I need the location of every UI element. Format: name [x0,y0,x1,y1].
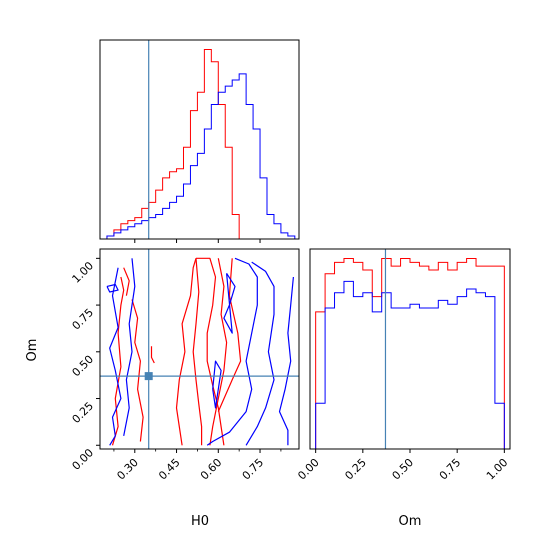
om-x-tick-label: 1.00 [484,456,511,483]
contour-blue-6 [123,258,136,437]
y-tick-label: 0.75 [70,306,97,333]
om-x-axis-label: Om [399,514,422,529]
joint-y-axis-label: Om [25,339,40,362]
om-marginal-histogram: 0.00 0.25 0.50 0.75 1.00 Om [295,248,511,529]
contour-blue-2 [278,276,294,446]
h0-hist-tick-marks [134,239,261,243]
joint-x-axis-label: H0 [191,514,209,529]
contour-blue-7 [106,283,119,293]
contour-red-4 [217,258,242,412]
om-x-tick-label: 0.00 [295,456,322,483]
h0-marginal-histogram [99,39,300,243]
om-x-ticks: 0.00 0.25 0.50 0.75 1.00 [295,449,510,482]
y-tick-label: 1.00 [70,259,97,286]
contour-blue-1 [245,261,275,446]
y-tick-label: 0.00 [70,446,97,473]
h0-hist-frame [99,39,300,240]
hist-series-blue-0 [106,73,296,239]
om-x-tick-label: 0.50 [390,456,417,483]
y-tick-label: 0.25 [70,399,97,426]
contour-red-1 [192,258,203,446]
hist-series-blue-2 [315,280,505,449]
contour-red-0 [196,257,225,446]
contour-red-7 [123,267,130,296]
joint-y-ticks: 0.00 0.25 0.50 0.75 1.00 [70,257,100,473]
hist-series-red-2 [315,258,505,449]
x-tick-label: 0.75 [240,456,267,483]
joint-x-ticks: 0.30 0.45 0.60 0.75 [113,449,282,483]
x-tick-label: 0.30 [114,456,141,483]
contour-blue-5 [109,267,122,446]
x-tick-label: 0.45 [156,456,183,483]
contour-red-2 [209,258,228,446]
contour-blue-3 [212,360,222,409]
contour-blue-0 [206,257,258,446]
contour-red-3 [175,258,197,446]
hist-series-red-0 [106,48,295,239]
joint-frame [99,248,300,450]
contour-red-8 [150,346,155,364]
h0-om-joint-contour: 0.30 0.45 0.60 0.75 0.00 0.25 0.50 0.75 1.00 H0… [25,248,300,529]
x-tick-label: 0.60 [198,456,225,483]
contour-red-6 [131,299,144,442]
truth-marker [144,372,153,381]
om-x-tick-label: 0.25 [342,456,369,483]
om-hist-frame [309,248,511,450]
om-x-tick-label: 0.75 [437,456,464,483]
contour-red-5 [111,276,125,446]
y-tick-label: 0.50 [70,353,97,380]
contour-blue-4 [223,272,236,334]
